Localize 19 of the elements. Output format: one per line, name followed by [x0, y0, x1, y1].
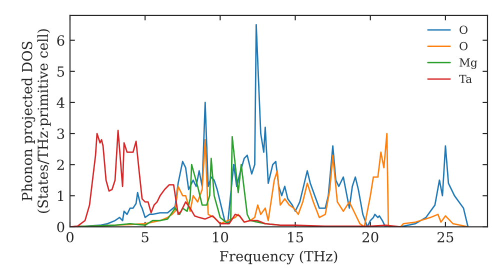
y-axis-title: Phonon projected DOS (States/THz·primitive cell)	[22, 29, 51, 213]
x-tick-label: 20	[362, 232, 378, 242]
x-tick-label: 10	[213, 232, 228, 242]
legend-label: O	[460, 42, 468, 50]
x-tick-label: 15	[288, 232, 304, 242]
x-tick-label: 0	[66, 232, 74, 242]
legend-label: Mg	[460, 58, 478, 69]
y-tick-label: 3	[57, 128, 64, 140]
y-tick-label: 2	[57, 160, 64, 170]
y-tick-label: 0	[57, 222, 64, 232]
legend-label: Ta	[459, 74, 472, 84]
y-tick-label: 6	[57, 35, 64, 46]
y-tick-label: 1	[58, 190, 64, 201]
y-tick-label: 4	[56, 97, 64, 108]
legend-label: O	[460, 26, 468, 34]
x-tick-label: 25	[438, 232, 454, 242]
y-tick-label: 5	[57, 66, 64, 77]
x-tick-label: 5	[142, 232, 148, 242]
x-axis-title: Frequency (THz)	[220, 250, 338, 264]
